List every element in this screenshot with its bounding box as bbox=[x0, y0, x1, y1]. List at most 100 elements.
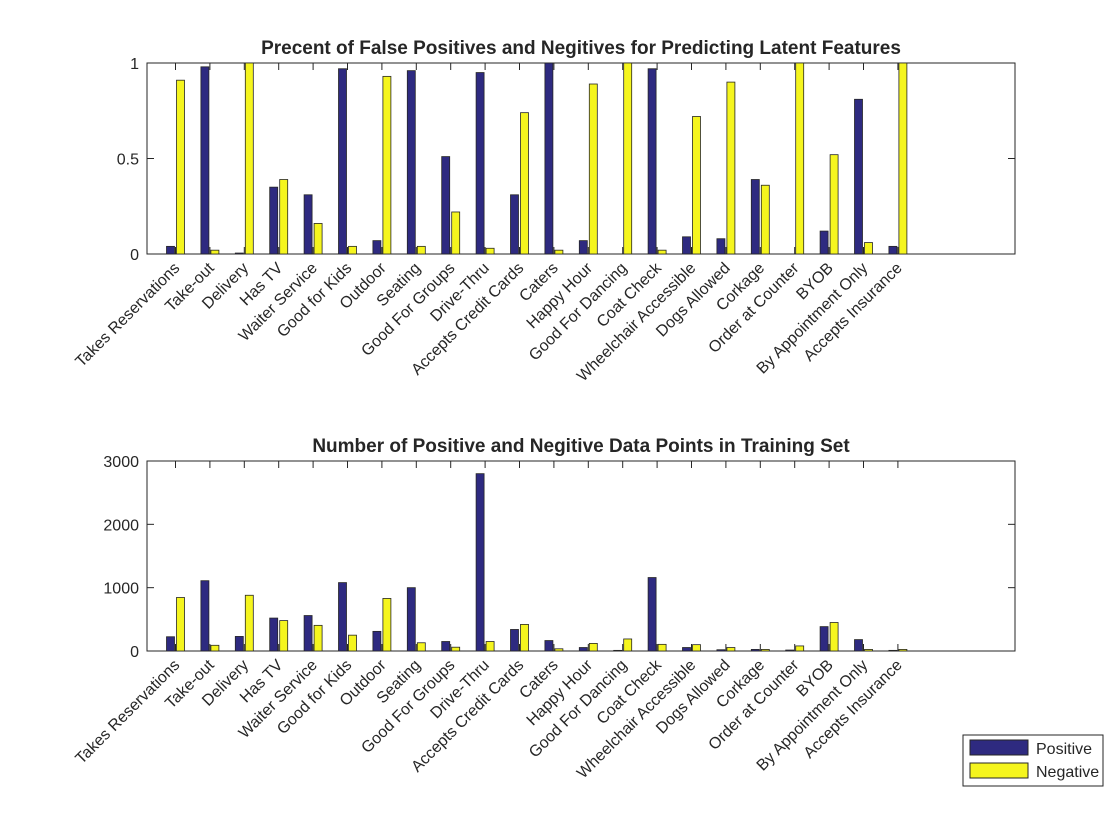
bar-bottom-positive-16 bbox=[716, 649, 726, 652]
category-label-top-0: Takes Reservations bbox=[73, 260, 184, 371]
bar-bottom-negative-11 bbox=[554, 648, 564, 652]
bar-bottom-negative-1 bbox=[210, 644, 220, 652]
bar-top-positive-3 bbox=[269, 186, 279, 255]
bar-bottom-negative-18 bbox=[795, 645, 805, 652]
bar-top-negative-13 bbox=[623, 62, 633, 255]
bar-top-positive-20 bbox=[854, 98, 863, 255]
bar-bottom-positive-11 bbox=[544, 640, 554, 652]
plot-area-bottom bbox=[146, 460, 1016, 652]
bar-top-positive-4 bbox=[303, 194, 313, 255]
ytick-label-bottom-0: 0 bbox=[130, 644, 139, 661]
bar-top-negative-19 bbox=[829, 154, 839, 255]
bar-top-positive-0 bbox=[166, 245, 175, 255]
ytick-label-top-0: 0 bbox=[130, 247, 139, 264]
bar-bottom-positive-9 bbox=[475, 473, 485, 652]
bar-top-positive-11 bbox=[544, 62, 554, 255]
legend-label-positive: Positive bbox=[1036, 741, 1092, 758]
legend-label-negative: Negative bbox=[1036, 764, 1099, 781]
bar-bottom-negative-12 bbox=[588, 643, 598, 652]
bar-bottom-positive-14 bbox=[647, 577, 657, 652]
bar-top-positive-16 bbox=[716, 238, 726, 255]
bar-top-positive-12 bbox=[578, 240, 588, 255]
bar-bottom-positive-21 bbox=[888, 649, 898, 652]
ytick-label-top-2: 1 bbox=[130, 56, 139, 73]
bar-bottom-positive-3 bbox=[269, 617, 279, 652]
bar-top-positive-19 bbox=[819, 230, 829, 255]
bar-top-negative-7 bbox=[416, 245, 426, 255]
bar-top-negative-8 bbox=[451, 211, 461, 255]
bar-bottom-negative-6 bbox=[382, 598, 392, 652]
bar-bottom-negative-21 bbox=[898, 649, 908, 652]
legend: Positive Negative bbox=[962, 734, 1104, 787]
bar-top-positive-14 bbox=[647, 68, 657, 255]
bar-top-negative-15 bbox=[692, 116, 701, 255]
ytick-label-bottom-2: 2000 bbox=[103, 517, 139, 534]
chart-title-bottom: Number of Positive and Negitive Data Poi… bbox=[312, 436, 850, 457]
bar-top-negative-17 bbox=[760, 184, 770, 255]
ytick-label-bottom-3: 3000 bbox=[103, 454, 139, 471]
bar-bottom-positive-15 bbox=[682, 647, 691, 652]
bar-bottom-positive-7 bbox=[406, 587, 416, 652]
legend-swatch-positive bbox=[969, 739, 1029, 756]
bar-bottom-positive-5 bbox=[338, 582, 347, 652]
bar-bottom-positive-17 bbox=[750, 649, 760, 652]
bar-bottom-negative-14 bbox=[657, 643, 667, 652]
bar-top-negative-21 bbox=[898, 62, 908, 255]
bar-top-negative-3 bbox=[279, 179, 289, 255]
bar-bottom-negative-7 bbox=[416, 642, 426, 652]
ytick-label-bottom-1: 1000 bbox=[103, 581, 139, 598]
bar-bottom-negative-9 bbox=[485, 641, 495, 652]
bar-top-negative-14 bbox=[657, 249, 667, 255]
bar-top-positive-17 bbox=[750, 179, 760, 255]
bar-bottom-negative-2 bbox=[244, 594, 254, 652]
bar-top-negative-11 bbox=[554, 249, 564, 255]
bar-top-negative-20 bbox=[864, 242, 873, 255]
bar-bottom-negative-3 bbox=[279, 620, 289, 652]
bar-top-positive-10 bbox=[510, 194, 519, 255]
bar-bottom-negative-4 bbox=[313, 624, 323, 652]
bar-top-positive-6 bbox=[372, 240, 382, 255]
bar-bottom-positive-8 bbox=[441, 641, 451, 652]
chart-title-top: Precent of False Positives and Negitives… bbox=[261, 38, 901, 59]
bar-top-positive-8 bbox=[441, 156, 451, 255]
bar-bottom-positive-12 bbox=[578, 647, 588, 652]
bar-top-positive-21 bbox=[888, 245, 898, 255]
bar-bottom-negative-15 bbox=[692, 644, 701, 652]
bar-top-negative-18 bbox=[795, 62, 805, 255]
bar-bottom-positive-19 bbox=[819, 626, 829, 652]
bar-bottom-negative-13 bbox=[623, 638, 633, 652]
bar-top-negative-12 bbox=[588, 83, 598, 255]
bar-bottom-negative-5 bbox=[348, 634, 357, 652]
ytick-label-top-1: 0.5 bbox=[117, 152, 139, 169]
bar-top-negative-1 bbox=[210, 249, 220, 255]
bar-bottom-positive-1 bbox=[200, 580, 210, 652]
bar-top-negative-5 bbox=[348, 245, 357, 255]
bar-top-negative-4 bbox=[313, 223, 323, 255]
bar-bottom-positive-10 bbox=[510, 629, 519, 652]
bar-bottom-positive-2 bbox=[234, 636, 244, 652]
bar-top-positive-15 bbox=[682, 236, 691, 255]
bar-bottom-positive-20 bbox=[854, 639, 863, 652]
bar-bottom-positive-18 bbox=[785, 649, 795, 652]
category-label-bottom-0: Takes Reservations bbox=[73, 657, 184, 768]
bar-top-negative-9 bbox=[485, 247, 495, 255]
bar-top-negative-16 bbox=[726, 81, 736, 255]
bar-bottom-positive-13 bbox=[613, 649, 623, 652]
bar-bottom-negative-0 bbox=[176, 597, 185, 652]
bar-top-positive-1 bbox=[200, 66, 210, 255]
bar-bottom-negative-8 bbox=[451, 646, 461, 652]
bar-top-positive-7 bbox=[406, 70, 416, 255]
bar-bottom-negative-20 bbox=[864, 649, 873, 652]
plot-area-top bbox=[146, 62, 1016, 255]
bar-top-negative-2 bbox=[244, 62, 254, 255]
bar-top-negative-10 bbox=[520, 112, 529, 255]
bar-top-negative-0 bbox=[176, 79, 185, 255]
bar-bottom-positive-0 bbox=[166, 636, 175, 652]
bar-top-positive-5 bbox=[338, 68, 347, 255]
bar-bottom-positive-4 bbox=[303, 615, 313, 652]
legend-swatch-negative bbox=[969, 762, 1029, 779]
bar-bottom-negative-16 bbox=[726, 647, 736, 652]
